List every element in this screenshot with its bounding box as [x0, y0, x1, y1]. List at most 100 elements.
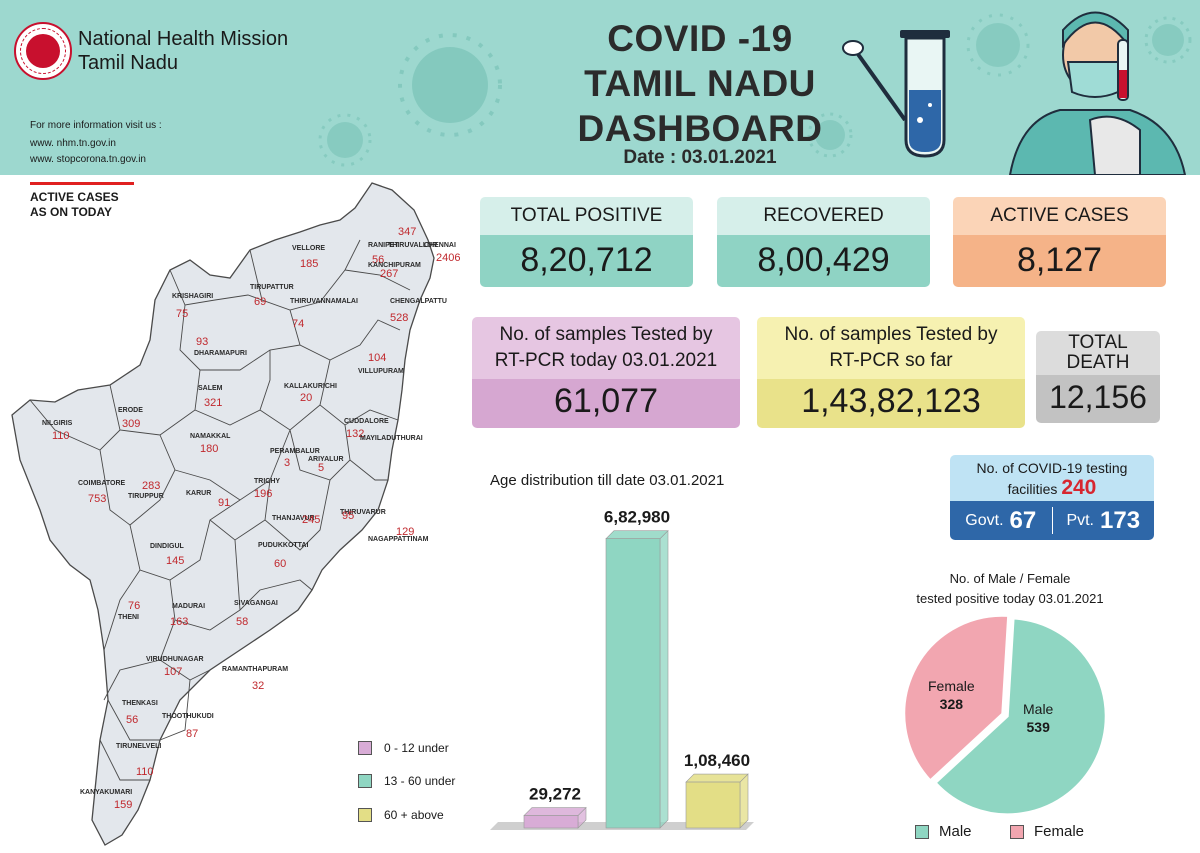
recovered-value: 8,00,429 — [757, 241, 890, 279]
district-value: 309 — [122, 418, 141, 430]
district-value: 321 — [204, 397, 223, 409]
district-value: 74 — [292, 318, 305, 330]
nhm-logo — [14, 22, 72, 80]
district-value: 3 — [284, 457, 291, 469]
district-value: 87 — [186, 728, 199, 740]
female-value: 328 — [939, 696, 964, 712]
district-value: 185 — [300, 258, 319, 270]
samples-today-label-line2: RT-PCR today 03.01.2021 — [494, 350, 718, 371]
district-value: 180 — [200, 443, 219, 455]
female-label: Female — [928, 678, 975, 694]
card-body: 61,077 — [472, 379, 740, 428]
death-label-line2: DEATH — [1066, 352, 1130, 373]
virus-icon — [318, 113, 372, 167]
facilities-breakdown: Govt. 67 Pvt. 173 — [950, 501, 1154, 540]
samples-today-card: No. of samples Tested by RT-PCR today 03… — [472, 317, 740, 428]
total-positive-value: 8,20,712 — [520, 241, 653, 279]
district-value: 95 — [342, 510, 355, 522]
district-value: 110 — [136, 766, 154, 778]
legend-label: 60 + above — [384, 808, 444, 822]
divider — [1051, 507, 1053, 534]
bar-2 — [685, 781, 741, 829]
legend-swatch — [358, 774, 372, 788]
legend-label: 13 - 60 under — [384, 774, 456, 788]
district-name: NAMAKKAL — [190, 433, 231, 440]
district-value: 196 — [254, 488, 273, 500]
district-value: 5 — [318, 462, 325, 474]
district-value: 20 — [300, 392, 313, 404]
samples-so-far-label-line1: No. of samples Tested by — [784, 324, 998, 345]
pvt-value: 173 — [1100, 506, 1141, 534]
district-name: CHENNAI — [424, 242, 456, 249]
pie-legend-male: Male — [915, 823, 972, 840]
district-name: KARUR — [186, 490, 212, 497]
district-name: THIRUVARUR — [340, 509, 386, 516]
district-name: KALLAKURICHI — [284, 383, 337, 390]
active-cases-card: ACTIVE CASES 8,127 — [953, 197, 1166, 287]
title-line2: TAMIL NADU — [584, 63, 816, 104]
active-label-line2: AS ON TODAY — [30, 205, 113, 219]
total-death-card: TOTAL DEATH 12,156 — [1036, 331, 1160, 423]
district-value: 283 — [142, 480, 161, 492]
card-header: No. of samples Tested by RT-PCR today 03… — [472, 317, 740, 379]
district-value: 2406 — [436, 252, 461, 264]
district-name: RAMANTHAPURAM — [222, 666, 289, 673]
pie-slice-female — [903, 615, 1010, 782]
samples-so-far-card: No. of samples Tested by RT-PCR so far 1… — [757, 317, 1025, 428]
card-body: 1,43,82,123 — [757, 379, 1025, 428]
district-boundaries — [29, 239, 411, 781]
death-value: 12,156 — [1049, 379, 1147, 415]
title-line1: COVID -19 — [607, 18, 793, 59]
district-name: PERAMBALUR — [270, 448, 320, 455]
district-value: 69 — [254, 296, 267, 308]
district-value: 753 — [88, 493, 107, 505]
facilities-label-line2: facilities — [1007, 481, 1058, 497]
district-name: SALEM — [198, 385, 223, 392]
card-header: RECOVERED — [717, 197, 930, 235]
red-underline — [30, 182, 134, 185]
pie-label-male: Male 539 — [1023, 700, 1053, 736]
district-name: DHARAMAPURI — [194, 350, 247, 357]
pvt-label: Pvt. — [1066, 511, 1094, 529]
district-name: THENKASI — [122, 700, 158, 707]
url-stopcorona[interactable]: www. stopcorona.tn.gov.in — [30, 154, 146, 165]
district-value: 56 — [372, 254, 385, 266]
district-value: 129 — [396, 526, 415, 538]
male-label: Male — [1023, 701, 1054, 717]
legend-item-child: 0 - 12 under — [358, 741, 449, 755]
facilities-label-line1: No. of COVID-19 testing — [976, 460, 1128, 476]
active-cases-label-text: ACTIVE CASES — [990, 205, 1129, 226]
district-name: TIRUPPUR — [128, 493, 164, 500]
virus-icon — [966, 13, 1030, 77]
district-value: 110 — [52, 430, 70, 442]
doctor-illustration — [1008, 11, 1187, 175]
legend-swatch — [358, 741, 372, 755]
legend-swatch — [358, 808, 372, 822]
death-label-line1: TOTAL — [1068, 332, 1128, 353]
legend-label: Male — [939, 823, 972, 840]
pie-slice-male — [934, 617, 1107, 816]
bar-0 — [523, 815, 579, 829]
bar-side — [659, 529, 669, 829]
age-chart-title: Age distribution till date 03.01.2021 — [490, 472, 725, 489]
total-positive-label: TOTAL POSITIVE — [510, 205, 663, 226]
recovered-card: RECOVERED 8,00,429 — [717, 197, 930, 287]
facilities-header: No. of COVID-19 testing facilities 240 — [950, 455, 1154, 501]
district-name: MADURAI — [172, 603, 206, 610]
district-name: SIVAGANGAI — [234, 600, 278, 607]
district-name: RANIPET — [368, 242, 399, 249]
visit-text: For more information visit us : — [30, 120, 162, 131]
district-name: THIRUVANNAMALAI — [290, 298, 358, 305]
active-label-line1: ACTIVE CASES — [30, 190, 119, 204]
state-outline — [11, 182, 435, 846]
district-name: THOOTHUKUDI — [162, 713, 214, 720]
virus-icon — [398, 33, 502, 137]
card-header: No. of samples Tested by RT-PCR so far — [757, 317, 1025, 379]
district-name: CHENGALPATTU — [390, 298, 447, 305]
pie-legend-female: Female — [1010, 823, 1084, 840]
url-nhm[interactable]: www. nhm.tn.gov.in — [30, 138, 116, 149]
district-value: 75 — [176, 308, 189, 320]
active-cases-value: 8,127 — [1016, 241, 1103, 279]
bar-value-label: 6,82,980 — [604, 508, 670, 527]
district-name: KANCHIPURAM — [368, 262, 421, 269]
